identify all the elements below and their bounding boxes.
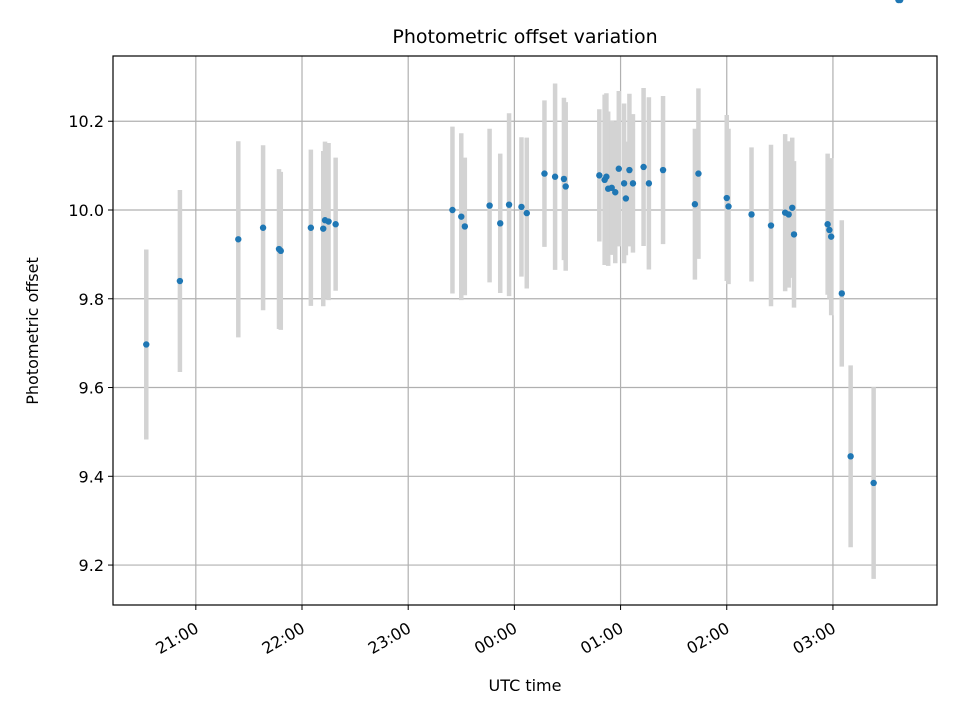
data-point <box>748 211 755 218</box>
data-point <box>896 0 904 4</box>
data-point <box>143 341 150 348</box>
data-point <box>725 203 732 210</box>
data-point <box>325 218 332 225</box>
data-point <box>615 165 622 172</box>
data-point <box>785 211 792 218</box>
data-point <box>629 180 637 187</box>
plot-frame <box>112 55 938 606</box>
data-point <box>332 221 339 228</box>
data-point <box>622 195 630 202</box>
y-tick-label: 9.6 <box>79 379 104 398</box>
data-point <box>847 453 854 460</box>
data-point <box>449 206 456 214</box>
data-point <box>626 166 633 174</box>
data-point <box>838 290 845 297</box>
data-point <box>551 173 559 180</box>
y-axis: 9.2 9.4 9.6 9.8 10.0 10.2 <box>68 112 113 575</box>
data-point <box>176 277 184 285</box>
y-tick-label: 10.0 <box>68 201 104 220</box>
data-point <box>645 180 653 187</box>
x-tick-label: 00:00 <box>471 618 520 658</box>
data-point <box>723 194 730 202</box>
errorbars <box>144 83 876 579</box>
data-point <box>695 170 702 177</box>
data-point <box>461 223 469 230</box>
data-point <box>560 175 568 183</box>
data-point <box>870 479 877 487</box>
data-point <box>518 203 525 211</box>
data-point <box>596 172 603 179</box>
data-point <box>824 221 831 228</box>
data-point <box>458 213 465 220</box>
data-point <box>505 201 513 208</box>
data-point <box>640 163 647 171</box>
data-point <box>562 183 569 190</box>
y-axis-label: Photometric offset <box>23 257 42 405</box>
x-tick-label: 01:00 <box>577 618 626 658</box>
y-tick-label: 9.2 <box>79 556 104 575</box>
data-point <box>612 189 619 196</box>
data-point <box>767 222 775 229</box>
data-point <box>320 225 327 232</box>
x-axis: 21:00 22:00 23:00 00:00 01:00 02:00 03:00 <box>152 605 839 658</box>
x-tick-label: 23:00 <box>365 618 414 658</box>
data-point <box>826 226 833 234</box>
data-point <box>620 180 628 187</box>
data-point <box>235 236 242 243</box>
data-point <box>790 231 798 238</box>
x-tick-label: 21:00 <box>152 618 201 658</box>
data-point <box>603 173 610 180</box>
data-point <box>789 204 796 211</box>
data-point <box>691 201 699 208</box>
data-point <box>827 233 835 240</box>
data-point <box>541 170 548 177</box>
data-point <box>259 224 267 231</box>
data-point <box>307 224 315 231</box>
y-tick-label: 9.4 <box>79 467 104 486</box>
x-tick-label: 22:00 <box>259 618 308 658</box>
data-point <box>659 166 667 174</box>
data-point <box>523 209 530 217</box>
x-axis-label: UTC time <box>489 676 562 695</box>
chart-title: Photometric offset variation <box>392 26 657 48</box>
data-point <box>486 202 493 209</box>
y-tick-label: 10.2 <box>68 112 104 131</box>
data-point <box>497 220 504 227</box>
data-points <box>143 0 904 487</box>
data-point <box>277 247 284 255</box>
y-tick-label: 9.8 <box>79 290 104 309</box>
x-tick-label: 03:00 <box>790 618 839 658</box>
data-point <box>608 184 615 192</box>
x-tick-label: 02:00 <box>683 618 732 658</box>
